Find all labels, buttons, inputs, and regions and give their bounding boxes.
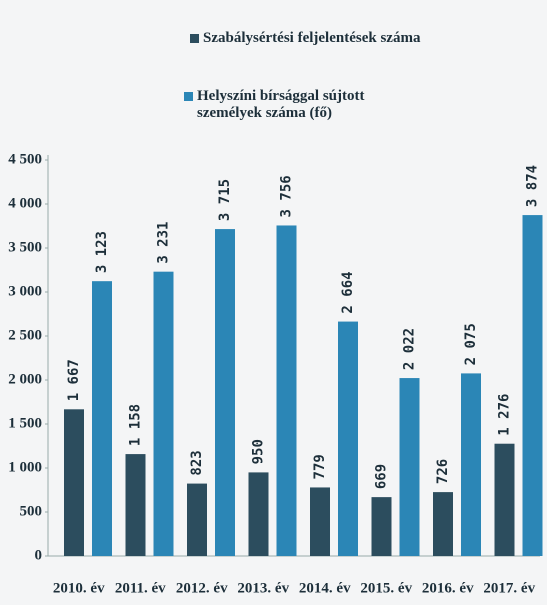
x-tick-label: 2017. év bbox=[483, 580, 535, 596]
value-label: 3 715 bbox=[217, 179, 233, 221]
y-tick-label: 1 500 bbox=[8, 415, 42, 431]
bar bbox=[92, 281, 112, 556]
legend-swatch bbox=[184, 92, 193, 101]
y-tick-label: 4 000 bbox=[8, 195, 42, 211]
x-tick-label: 2016. év bbox=[422, 580, 474, 596]
value-label: 1 667 bbox=[66, 359, 82, 401]
bar bbox=[187, 483, 207, 556]
x-tick-label: 2010. év bbox=[53, 580, 105, 596]
value-label: 669 bbox=[374, 464, 390, 489]
y-tick-label: 3 000 bbox=[8, 283, 42, 299]
value-label: 779 bbox=[312, 454, 328, 479]
y-tick-label: 1 000 bbox=[8, 459, 42, 475]
bar bbox=[125, 454, 146, 556]
legend-entry: Helyszíni bírsággal sújtott személyek sz… bbox=[184, 88, 424, 122]
bar bbox=[64, 409, 84, 556]
value-label: 950 bbox=[251, 439, 267, 464]
value-label: 1 276 bbox=[497, 394, 513, 436]
value-label: 823 bbox=[189, 450, 205, 475]
x-tick-label: 2013. év bbox=[237, 580, 289, 596]
bar bbox=[494, 443, 515, 556]
value-label: 3 874 bbox=[525, 165, 541, 207]
bar bbox=[522, 215, 543, 556]
value-label: 2 075 bbox=[463, 323, 479, 365]
legend-entry: Szabálysértési feljelentések száma bbox=[190, 30, 450, 47]
y-tick-label: 500 bbox=[20, 503, 43, 519]
bar bbox=[433, 492, 453, 556]
y-tick-label: 3 500 bbox=[8, 239, 42, 255]
value-label: 3 231 bbox=[156, 222, 172, 264]
bar bbox=[248, 472, 269, 556]
x-tick-label: 2014. év bbox=[299, 580, 351, 596]
bar bbox=[371, 497, 392, 556]
value-label: 1 158 bbox=[128, 404, 144, 446]
x-tick-label: 2015. év bbox=[360, 580, 412, 596]
x-tick-label: 2012. év bbox=[176, 580, 228, 596]
y-tick-label: 0 bbox=[35, 547, 43, 563]
value-label: 3 756 bbox=[279, 175, 295, 217]
legend-swatch bbox=[190, 34, 199, 43]
value-label: 2 664 bbox=[340, 271, 356, 313]
bar bbox=[338, 321, 358, 556]
bar bbox=[215, 229, 235, 556]
x-tick-label: 2011. év bbox=[115, 580, 166, 596]
y-tick-label: 4 500 bbox=[8, 151, 42, 167]
y-tick-label: 2 500 bbox=[8, 327, 42, 343]
bar bbox=[153, 271, 174, 556]
bar bbox=[310, 487, 330, 556]
bar bbox=[276, 225, 297, 557]
y-tick-label: 2 000 bbox=[8, 371, 42, 387]
legend-label: Helyszíni bírsággal sújtott személyek sz… bbox=[197, 88, 365, 121]
bar bbox=[461, 373, 481, 556]
value-label: 726 bbox=[435, 459, 451, 484]
legend-label: Szabálysértési feljelentések száma bbox=[203, 30, 421, 46]
value-label: 3 123 bbox=[94, 231, 110, 273]
bar bbox=[399, 378, 420, 556]
value-label: 2 022 bbox=[402, 328, 418, 370]
